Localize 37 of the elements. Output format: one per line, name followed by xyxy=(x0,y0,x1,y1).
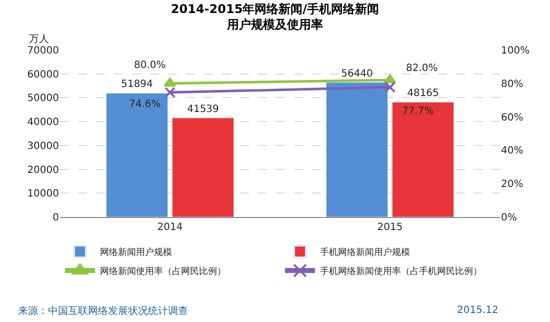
data-label: 48165 xyxy=(407,88,439,100)
y-tick-label: 20000 xyxy=(27,164,59,176)
y2-tick-label: 40% xyxy=(501,146,524,157)
legend-label: 手机网络新闻用户规模 xyxy=(320,247,410,258)
y2-tick-label: 20% xyxy=(501,179,524,190)
bar xyxy=(392,102,454,217)
legend-label: 网络新闻用户规模 xyxy=(100,247,172,258)
y-tick-label: 10000 xyxy=(27,188,59,200)
y2-tick-label: 60% xyxy=(501,112,524,124)
y-tick-label: 40000 xyxy=(27,117,59,128)
bar xyxy=(326,82,388,217)
chart-title: 2014-2015年网络新闻/手机网络新闻 xyxy=(170,2,380,16)
legend-label: 网络新闻使用率（占网民比例） xyxy=(100,266,226,278)
data-label: 74.6% xyxy=(129,99,161,110)
x-tick-label: 2015 xyxy=(377,222,403,233)
data-label: 77.7% xyxy=(402,106,434,117)
data-label: 56440 xyxy=(341,68,373,80)
source-note: 来源：中国互联网络发展状况统计调查 xyxy=(18,305,188,317)
y-tick-label: 60000 xyxy=(27,69,59,80)
bar xyxy=(106,92,168,217)
y-tick-label: 30000 xyxy=(27,140,59,152)
text: 2015.12 xyxy=(457,305,498,316)
y-axis-title: 万人 xyxy=(29,34,49,45)
y2-tick-label: 80% xyxy=(501,78,524,90)
data-label: 51894 xyxy=(121,79,153,90)
chart-subtitle: 用户规模及使用率 xyxy=(226,17,323,32)
data-label: 41539 xyxy=(187,104,219,115)
data-label: 82.0% xyxy=(406,63,438,74)
data-label: 80.0% xyxy=(134,60,166,71)
y-tick-label: 50000 xyxy=(27,93,59,104)
y2-tick-label: 0% xyxy=(501,212,517,224)
x-tick-label: 2014 xyxy=(157,222,183,233)
y-tick-label: 70000 xyxy=(27,46,59,56)
y-tick-label: 0 xyxy=(52,212,59,224)
y2-tick-label: 100% xyxy=(501,46,530,56)
legend-label: 手机网络新闻使用率（占手机网民比例） xyxy=(320,266,482,278)
bar xyxy=(172,118,234,217)
